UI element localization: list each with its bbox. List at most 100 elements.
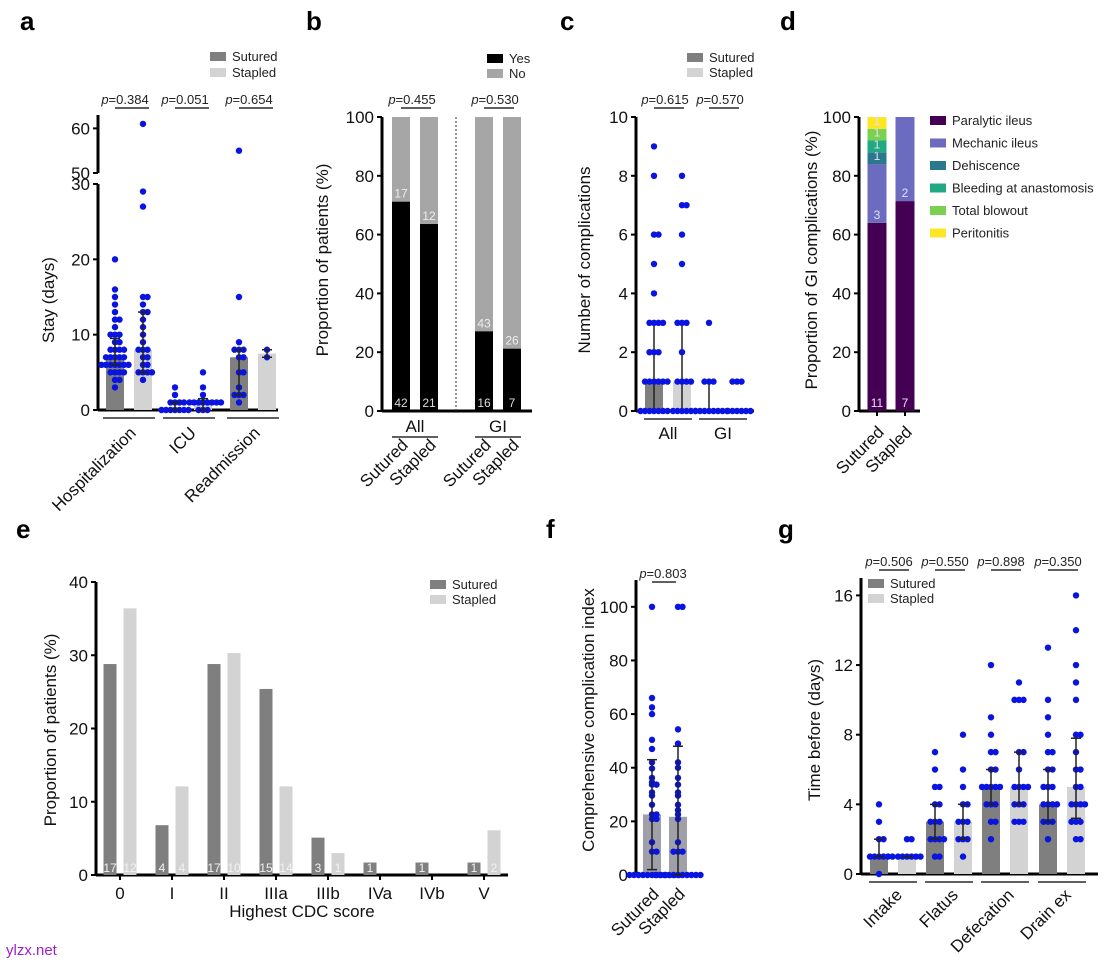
y-tick-label: 0	[619, 402, 628, 421]
data-point	[171, 384, 179, 391]
y-tick-label: 0	[79, 866, 88, 885]
data-point	[1044, 835, 1052, 843]
data-point	[650, 143, 658, 150]
bar-segment	[867, 152, 887, 165]
data-point	[931, 783, 939, 791]
data-point	[1072, 731, 1080, 738]
legend-label: No	[509, 66, 526, 81]
y-tick-label: 4	[844, 795, 853, 814]
y-tick-label: 60	[609, 705, 628, 724]
bar-stapled	[954, 821, 972, 874]
bar-count-label: 2	[902, 186, 909, 200]
data-point	[665, 871, 673, 879]
data-point	[107, 354, 114, 361]
data-point	[139, 188, 147, 195]
data-point	[674, 726, 682, 733]
legend-label: Stapled	[890, 591, 934, 606]
data-point	[1077, 835, 1084, 843]
data-point	[650, 260, 658, 268]
y-tick-label: 50	[71, 164, 90, 183]
y-tick-label: 10	[69, 793, 88, 812]
data-point	[992, 783, 999, 791]
legend-swatch	[930, 161, 946, 170]
data-point	[655, 231, 662, 238]
bar-stapled	[123, 608, 137, 875]
y-tick-label: 60	[832, 226, 851, 245]
bar-sutured	[415, 862, 429, 875]
y-axis-title: Stay (days)	[39, 257, 58, 343]
y-tick-label: 2	[619, 343, 628, 362]
y-tick-label: 20	[355, 343, 374, 362]
bar-count-label: 15	[259, 861, 273, 875]
y-tick-label: 100	[823, 108, 851, 127]
legend-label: Stapled	[709, 65, 753, 80]
data-point	[639, 871, 647, 879]
data-point	[959, 853, 967, 860]
data-point	[235, 339, 243, 346]
data-point	[959, 731, 967, 738]
data-point	[641, 378, 649, 385]
data-point	[1077, 766, 1084, 773]
watermark: ylzx.net	[6, 942, 57, 959]
bar-segment	[895, 201, 915, 411]
data-point	[1072, 627, 1080, 634]
panel-label-e: e	[16, 514, 30, 544]
data-point	[240, 369, 247, 376]
data-point	[866, 853, 874, 860]
legend-swatch	[930, 138, 946, 148]
legend-swatch	[430, 580, 446, 589]
y-tick-label: 20	[609, 812, 628, 831]
data-point	[655, 349, 662, 356]
data-point	[987, 835, 995, 843]
data-point	[683, 378, 690, 385]
data-point	[148, 369, 156, 376]
group-label: All	[406, 417, 425, 436]
data-point	[139, 301, 147, 308]
y-tick-label: 30	[69, 646, 88, 665]
data-point	[678, 231, 686, 238]
data-point	[1020, 783, 1027, 791]
data-point	[705, 378, 713, 385]
data-point	[674, 740, 682, 747]
data-point	[678, 407, 686, 415]
legend-label: Sutured	[232, 49, 278, 64]
data-point	[199, 384, 207, 391]
y-tick-label: 80	[609, 651, 628, 670]
data-point	[217, 399, 225, 406]
data-point	[190, 399, 198, 406]
data-point	[701, 378, 708, 385]
data-point	[644, 871, 651, 879]
bar-count-label: 12	[123, 861, 137, 875]
y-tick-label: 10	[71, 326, 90, 345]
data-point	[213, 399, 220, 406]
data-point	[674, 319, 681, 326]
data-point	[171, 391, 179, 399]
data-point	[701, 407, 708, 415]
data-point	[683, 202, 690, 209]
data-point	[235, 293, 243, 301]
data-point	[139, 203, 147, 210]
data-point	[936, 853, 943, 860]
data-point	[116, 354, 123, 361]
x-tick-label: Drain ex	[1017, 885, 1076, 944]
bar-sutured	[926, 821, 944, 874]
data-point	[107, 369, 114, 376]
panel-label-c: c	[560, 6, 574, 36]
bar-stapled	[331, 853, 345, 875]
group-label: GI	[489, 417, 507, 436]
data-point	[653, 811, 660, 818]
data-point	[111, 384, 119, 391]
p-value-label: p=0.530	[470, 92, 518, 107]
y-tick-label: 0	[365, 402, 374, 421]
y-axis-title: Proportion of GI complications (%)	[802, 131, 821, 390]
x-tick-label: ICU	[166, 423, 200, 457]
data-point	[144, 346, 151, 353]
bar-sutured	[207, 664, 221, 875]
data-point	[204, 399, 211, 406]
data-point	[903, 835, 911, 843]
data-point	[648, 694, 656, 702]
data-point	[111, 316, 119, 323]
data-point	[917, 853, 924, 860]
data-point	[116, 346, 123, 353]
data-point	[1049, 783, 1056, 791]
